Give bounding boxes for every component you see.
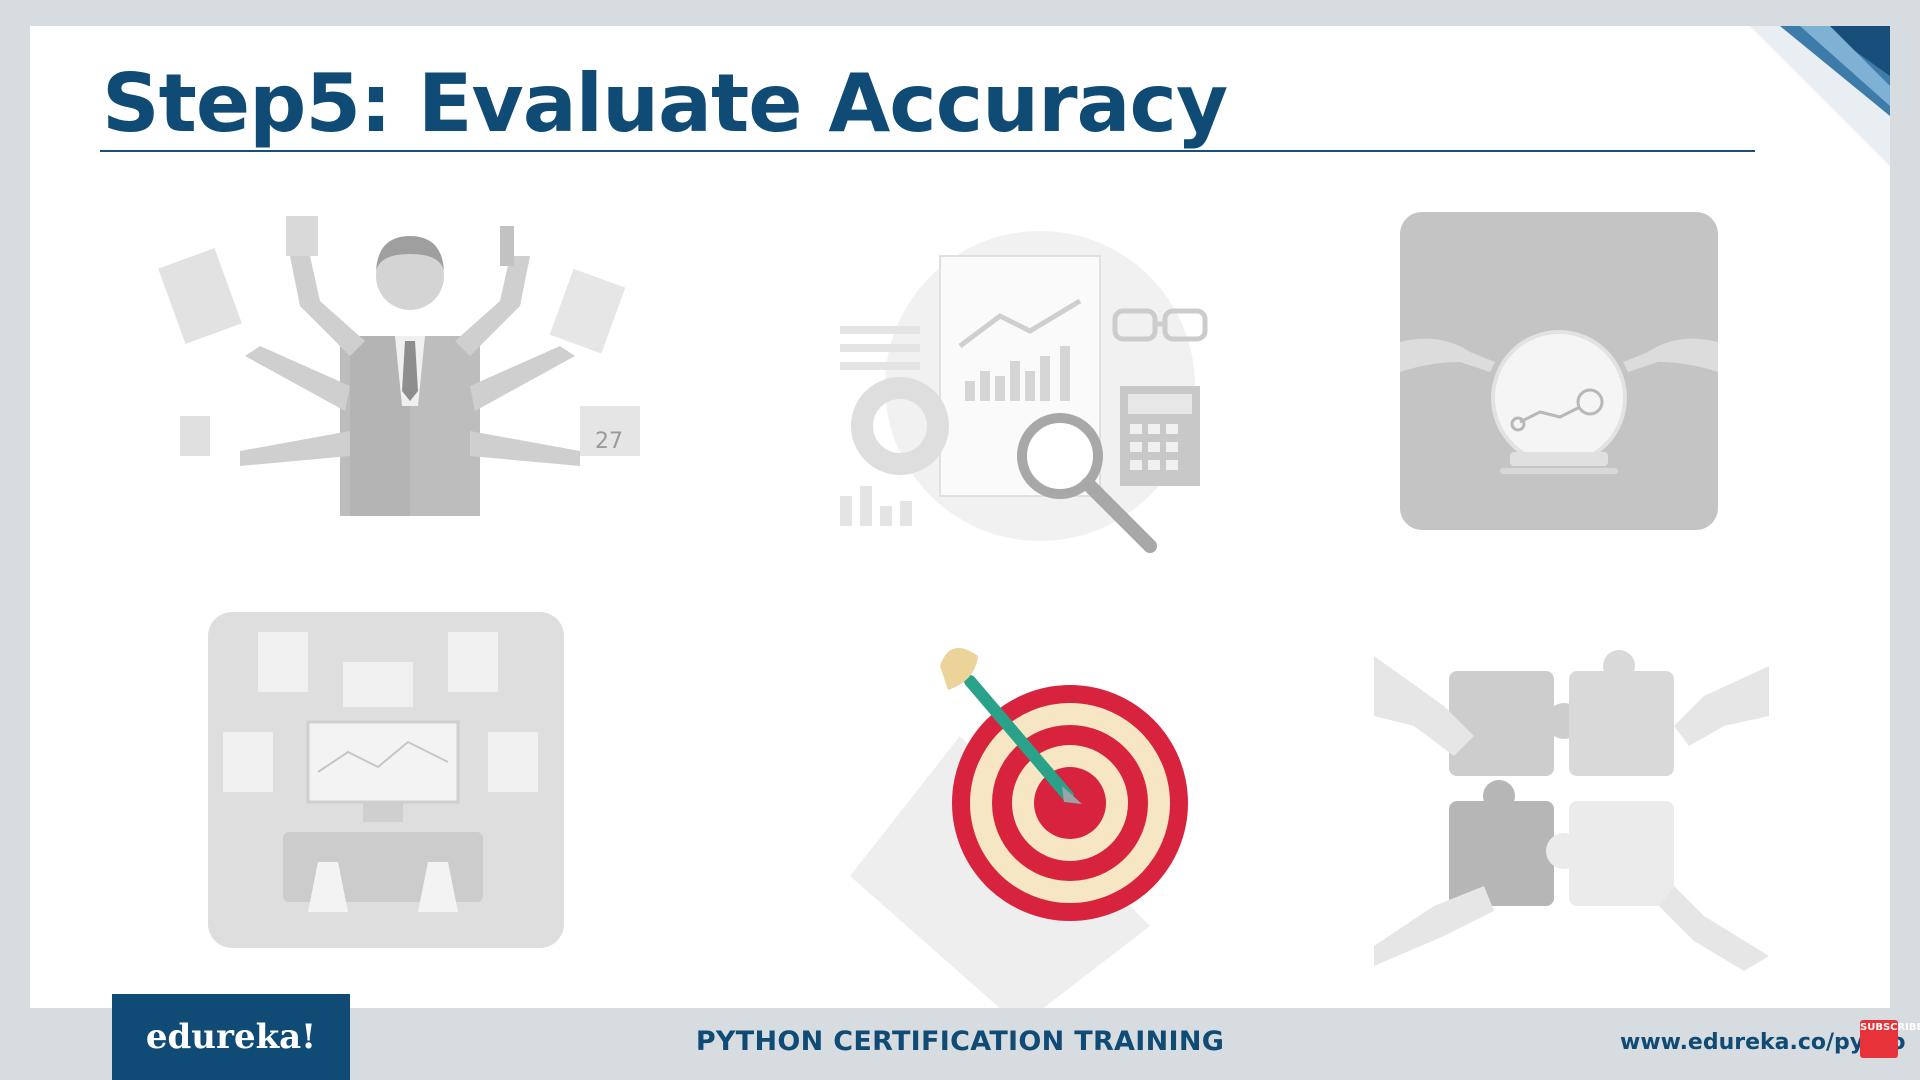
subscribe-badge-text: SUBSCRIBE <box>1860 1022 1920 1033</box>
crystal-ball-illustration <box>1400 212 1720 532</box>
logo-text: edureka! <box>145 1017 317 1057</box>
corner-decoration <box>1750 26 1890 166</box>
course-url-link[interactable]: www.edureka.co/pytho <box>1620 1030 1906 1055</box>
slide-canvas: Step5: Evaluate Accuracy <box>30 26 1890 1008</box>
computer-dashboard-illustration <box>208 612 568 952</box>
calendar-day: 27 <box>595 429 623 454</box>
puzzle-hands-illustration <box>1374 626 1774 986</box>
title-underline <box>100 150 1755 152</box>
multitasking-businessman-illustration: 27 <box>150 216 650 516</box>
edureka-logo: edureka! <box>112 994 350 1080</box>
subscribe-badge[interactable]: SUBSCRIBE <box>1860 1020 1920 1058</box>
data-analysis-illustration <box>810 226 1250 556</box>
course-title: PYTHON CERTIFICATION TRAINING <box>695 1026 1225 1057</box>
slide-title: Step5: Evaluate Accuracy <box>102 57 1228 150</box>
target-dart-illustration <box>850 626 1210 1008</box>
